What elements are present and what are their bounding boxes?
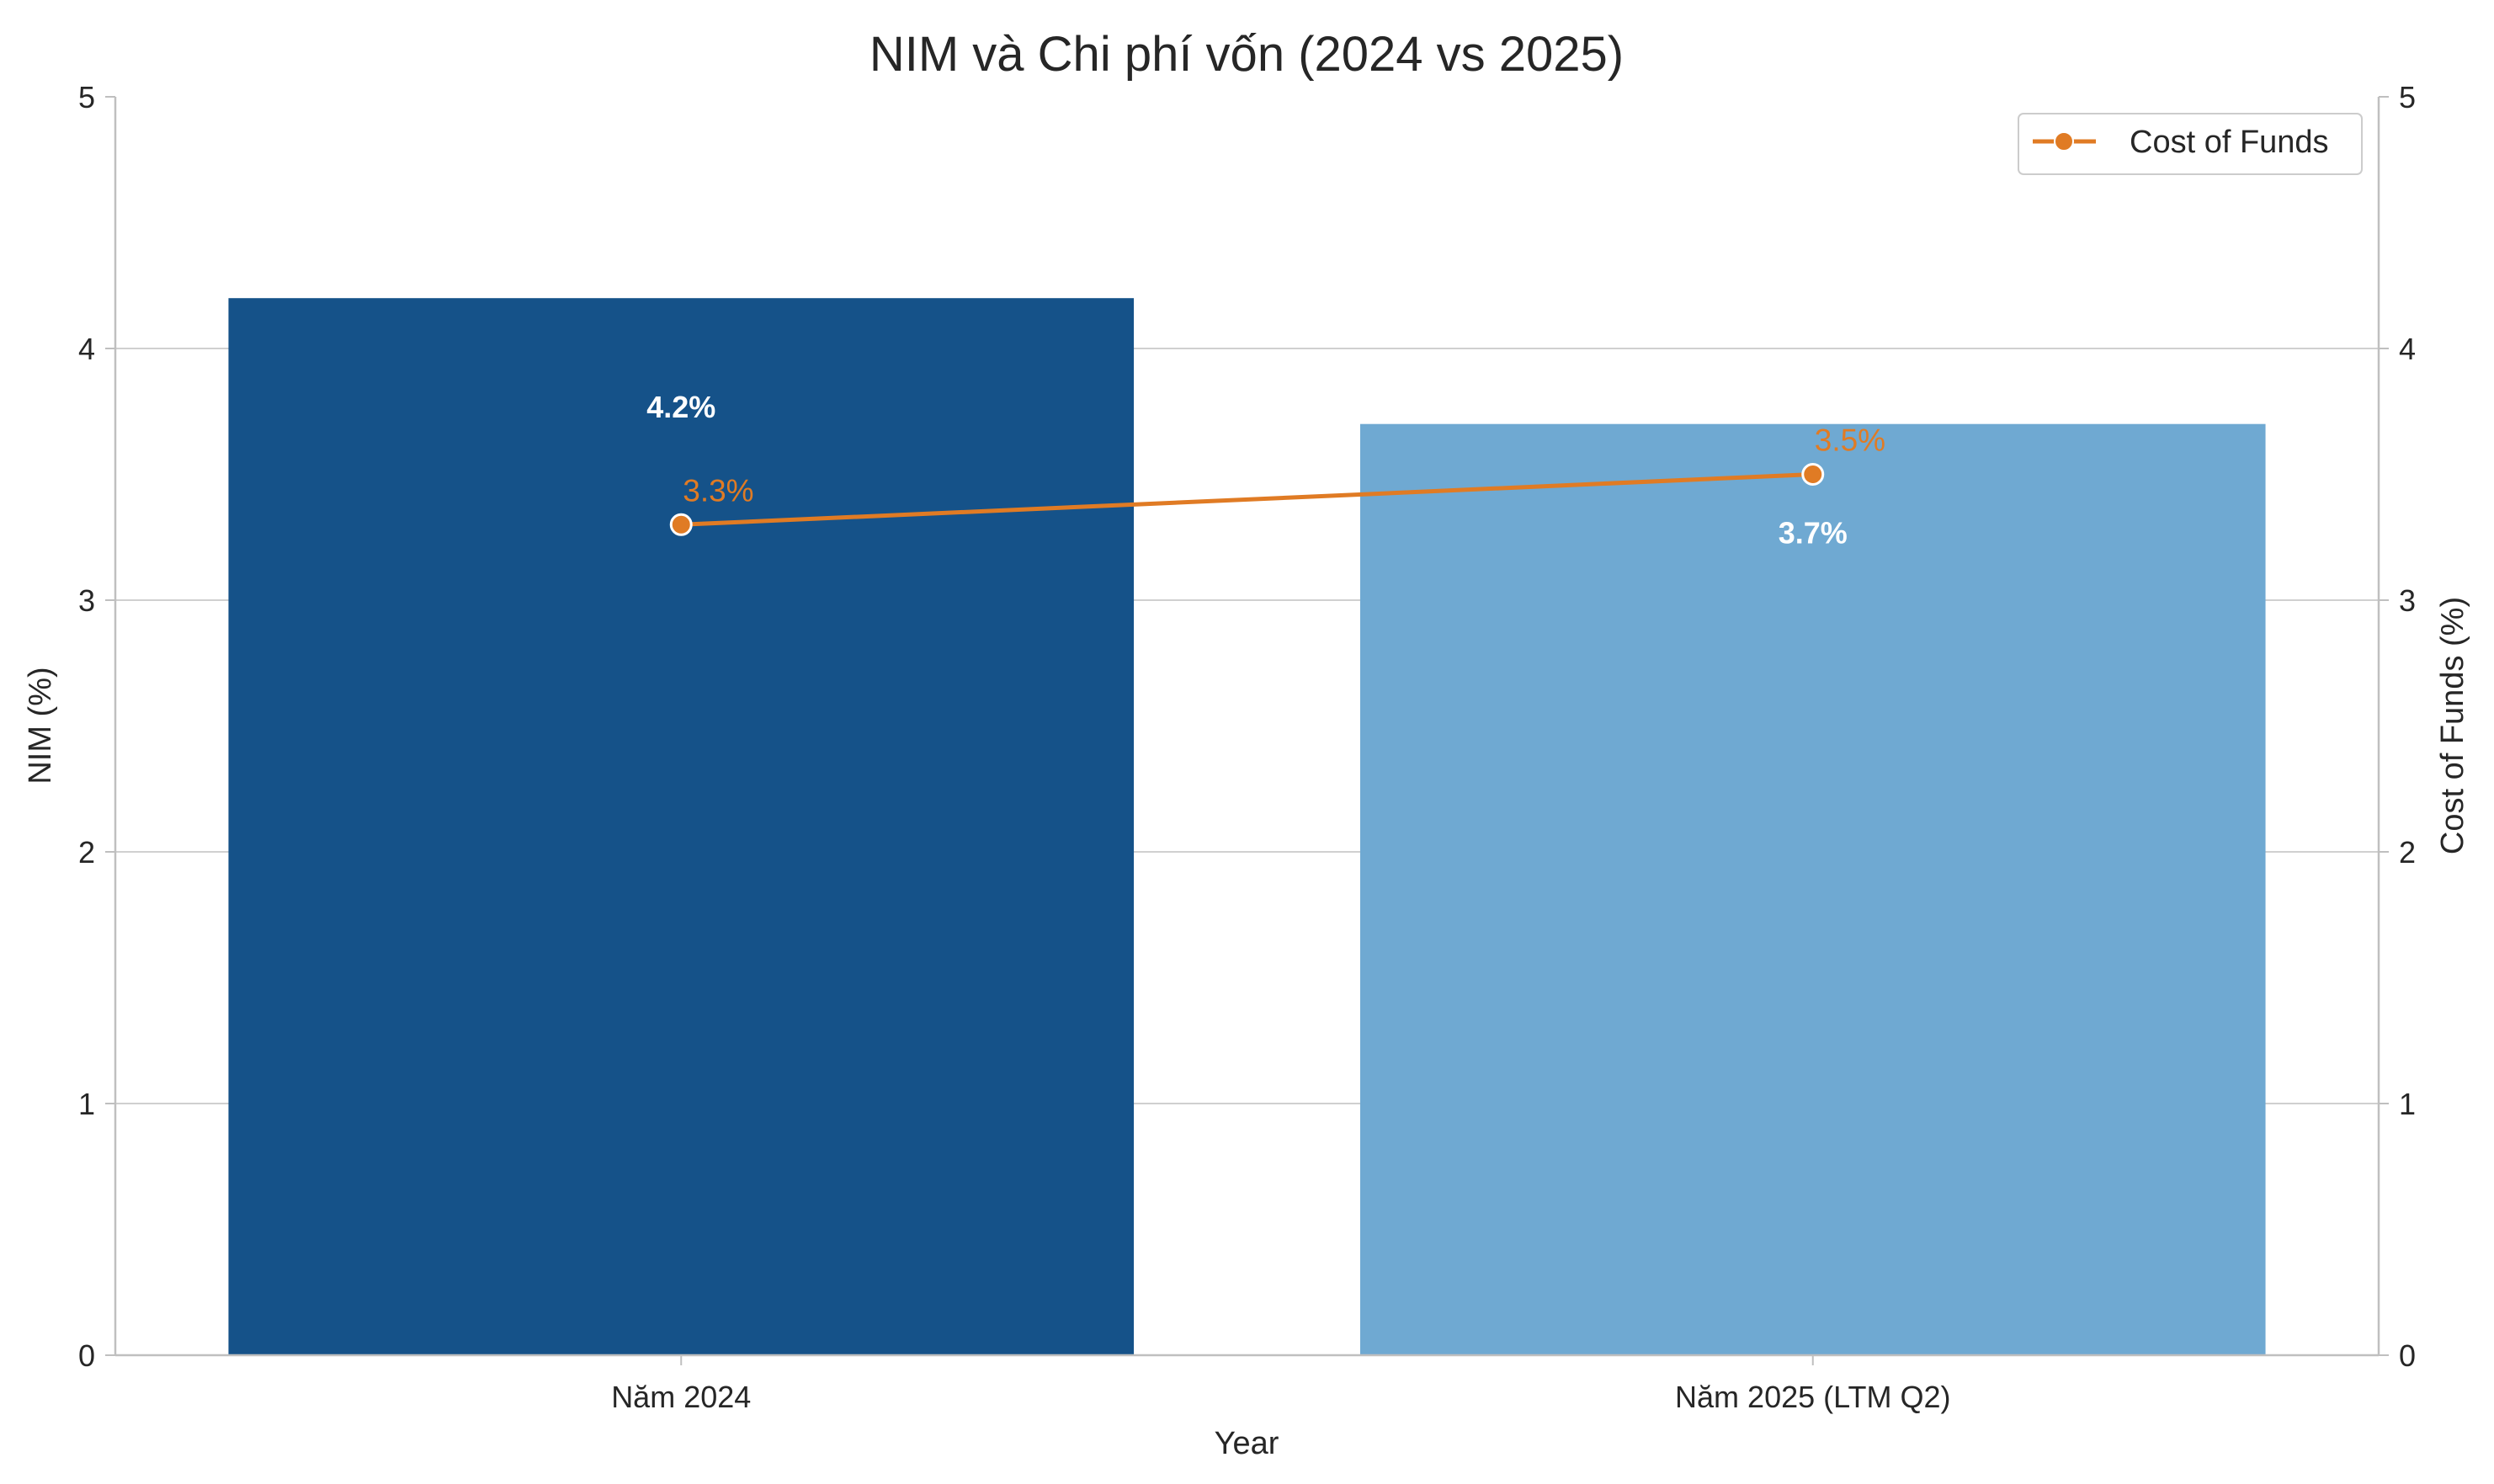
cost-of-funds-label: 3.5% <box>1815 423 1885 458</box>
legend-marker <box>2054 131 2074 152</box>
y-tick-label-left: 1 <box>78 1087 95 1121</box>
cost-of-funds-line <box>681 472 1813 527</box>
left-axis-ticks: 0 1 2 3 4 5 <box>78 80 115 1373</box>
cost-of-funds-point <box>669 513 693 536</box>
legend-entry: Cost of Funds <box>2130 125 2329 160</box>
y-tick-label-right: 4 <box>2399 332 2416 366</box>
y-axis-label-left: NIM (%) <box>23 667 58 784</box>
x-tick-label: Năm 2024 <box>611 1380 751 1414</box>
cost-of-funds-label: 3.3% <box>683 473 753 508</box>
right-axis-ticks: 0 1 2 3 4 5 <box>2379 80 2416 1373</box>
bar-value-label: 3.7% <box>1779 516 1848 551</box>
x-tick-label: Năm 2025 (LTM Q2) <box>1675 1380 1950 1414</box>
y-tick-label-left: 3 <box>78 583 95 618</box>
cost-of-funds-series: 3.3% 3.5% <box>669 423 1885 536</box>
y-tick-label-left: 0 <box>78 1338 95 1373</box>
y-tick-label-right: 3 <box>2399 583 2416 618</box>
y-tick-label-right: 0 <box>2399 1338 2416 1373</box>
legend: Cost of Funds <box>2018 113 2363 175</box>
bar-series <box>228 298 2266 1356</box>
y-axis-label-right: Cost of Funds (%) <box>2435 597 2470 854</box>
bar <box>1359 423 2266 1356</box>
y-tick-label-right: 1 <box>2399 1087 2416 1121</box>
y-tick-label-left: 5 <box>78 80 95 114</box>
y-tick-label-right: 5 <box>2399 80 2416 114</box>
x-axis-label: Year <box>1215 1426 1279 1461</box>
y-tick-label-right: 2 <box>2399 835 2416 870</box>
bar-data-labels: 4.2% 3.7% <box>646 390 1848 551</box>
chart-title: NIM và Chi phí vốn (2024 vs 2025) <box>869 27 1624 82</box>
cost-of-funds-point <box>1801 463 1825 486</box>
bar <box>228 298 1135 1356</box>
axes <box>114 97 2380 1357</box>
y-tick-label-left: 2 <box>78 835 95 870</box>
y-tick-label-left: 4 <box>78 332 95 366</box>
bar-value-label: 4.2% <box>646 390 715 424</box>
x-axis-ticks: Năm 2024 Năm 2025 (LTM Q2) <box>611 1355 1950 1414</box>
legend-box <box>2018 113 2363 175</box>
